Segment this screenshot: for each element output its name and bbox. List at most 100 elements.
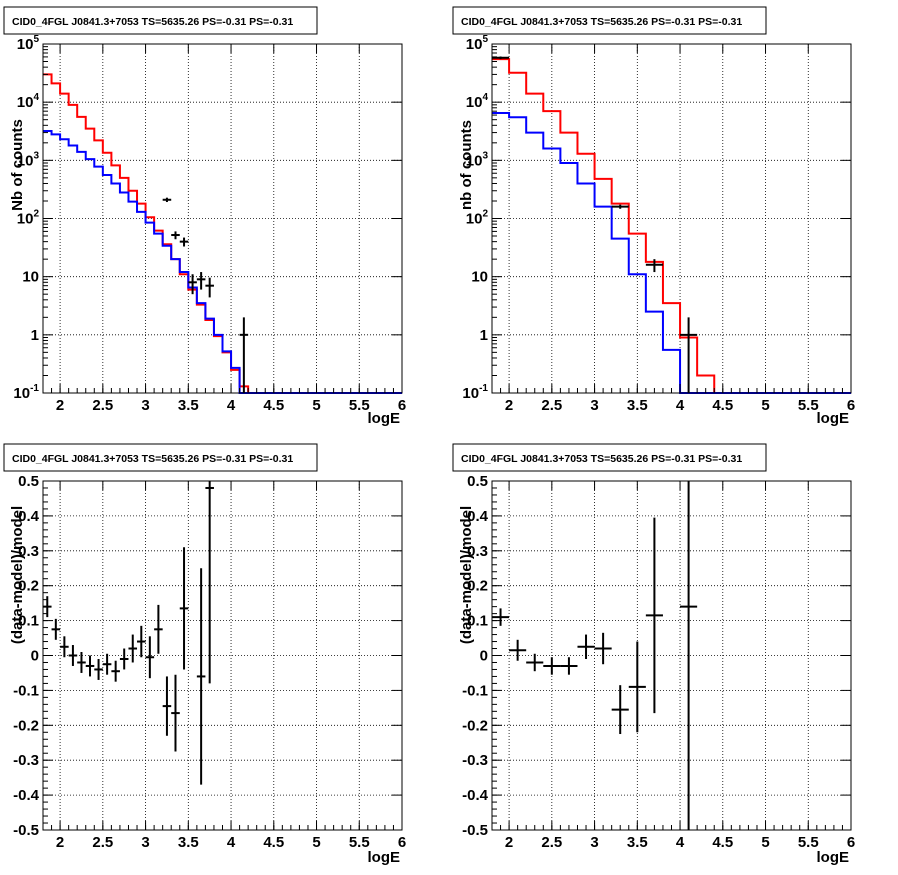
data-point bbox=[196, 568, 206, 785]
data-point bbox=[119, 648, 129, 670]
panel-title: CID0_4FGL J0841.3+7053 TS=5635.26 PS=-0.… bbox=[12, 16, 293, 28]
x-tick-label: 4 bbox=[227, 834, 236, 851]
x-tick-label: 2 bbox=[56, 834, 64, 851]
grid bbox=[492, 44, 851, 393]
data-point bbox=[196, 272, 206, 290]
data-point bbox=[85, 655, 95, 677]
data-points bbox=[162, 197, 249, 393]
data-point bbox=[577, 634, 595, 659]
y-tick-label: 0 bbox=[31, 648, 39, 665]
x-tick-label: 3 bbox=[590, 397, 598, 414]
y-tick-label: 0.5 bbox=[18, 473, 39, 490]
x-tick-label: 4.5 bbox=[712, 397, 733, 414]
y-tick-label: 0.4 bbox=[18, 508, 40, 525]
grid bbox=[43, 481, 402, 830]
plot-frame bbox=[42, 480, 403, 831]
y-axis-label: nb of counts bbox=[458, 120, 475, 210]
data-point bbox=[594, 632, 612, 665]
y-tick-exponent: 2 bbox=[482, 209, 488, 220]
y-tick-exponent: -1 bbox=[30, 383, 39, 394]
panel-title: CID0_4FGL J0841.3+7053 TS=5635.26 PS=-0.… bbox=[12, 453, 293, 465]
data-point bbox=[102, 653, 112, 675]
x-tick-label: 4.5 bbox=[263, 397, 284, 414]
y-tick-label: 0 bbox=[480, 648, 488, 665]
data-point bbox=[611, 204, 629, 209]
data-point bbox=[645, 259, 663, 273]
data-point bbox=[171, 674, 180, 752]
panel-top-left: CID0_4FGL J0841.3+7053 TS=5635.26 PS=-0.… bbox=[3, 6, 406, 427]
series-blue-line bbox=[43, 129, 402, 394]
y-tick-label: -0.1 bbox=[13, 682, 39, 699]
title-box bbox=[3, 443, 318, 472]
data-point bbox=[188, 274, 197, 295]
title-box bbox=[452, 443, 767, 472]
x-tick-label: 3 bbox=[141, 834, 149, 851]
y-tick-label: 0.1 bbox=[467, 613, 488, 630]
data-point bbox=[111, 660, 120, 682]
x-tick-label: 4 bbox=[676, 397, 685, 414]
x-axis-label: logE bbox=[368, 849, 401, 866]
y-tick-exponent: 3 bbox=[482, 150, 488, 161]
x-tick-label: 2.5 bbox=[92, 397, 113, 414]
y-tick-label: 10 bbox=[22, 269, 39, 286]
y-axis-label: (data-model)/model bbox=[458, 506, 475, 644]
series-blue-line bbox=[492, 112, 851, 394]
y-axis-label: Nb of counts bbox=[9, 119, 26, 211]
panel-bottom-right: CID0_4FGL J0841.3+7053 TS=5635.26 PS=-0.… bbox=[452, 443, 855, 866]
data-point bbox=[179, 237, 189, 247]
y-tick-label: -0.5 bbox=[462, 822, 488, 839]
y-tick-label: 1 bbox=[31, 327, 39, 344]
data-point bbox=[51, 618, 61, 640]
data-points bbox=[492, 481, 698, 830]
data-point bbox=[137, 625, 146, 658]
panel-title: CID0_4FGL J0841.3+7053 TS=5635.26 PS=-0.… bbox=[461, 16, 742, 28]
y-axis-label: (data-model)/model bbox=[9, 506, 26, 644]
data-point bbox=[145, 636, 155, 679]
x-tick-label: 6 bbox=[847, 834, 855, 851]
x-axis-label: logE bbox=[368, 410, 401, 427]
panel-top-right: CID0_4FGL J0841.3+7053 TS=5635.26 PS=-0.… bbox=[452, 6, 855, 427]
y-tick-label: -0.2 bbox=[462, 717, 488, 734]
data-point bbox=[60, 636, 69, 658]
y-tick-label: 0.4 bbox=[467, 508, 489, 525]
data-points bbox=[43, 481, 214, 785]
y-tick-label: 0.3 bbox=[467, 543, 488, 560]
x-tick-label: 3.5 bbox=[178, 834, 199, 851]
x-tick-label: 2 bbox=[505, 834, 513, 851]
data-point bbox=[492, 608, 510, 626]
data-point bbox=[526, 653, 544, 672]
title-box bbox=[452, 6, 767, 35]
plot-frame bbox=[491, 480, 852, 831]
x-tick-label: 4.5 bbox=[263, 834, 284, 851]
data-point bbox=[492, 56, 510, 60]
x-tick-label: 3 bbox=[141, 397, 149, 414]
y-tick-exponent: 3 bbox=[33, 150, 39, 161]
data-point bbox=[560, 657, 578, 675]
y-tick-exponent: 5 bbox=[33, 34, 39, 45]
y-tick-label: 104 bbox=[466, 92, 489, 111]
x-tick-label: 5.5 bbox=[349, 397, 370, 414]
panel-title: CID0_4FGL J0841.3+7053 TS=5635.26 PS=-0.… bbox=[461, 453, 742, 465]
x-tick-label: 5.5 bbox=[798, 834, 819, 851]
y-tick-label: -0.4 bbox=[462, 787, 489, 804]
data-point bbox=[205, 481, 214, 684]
data-point bbox=[179, 547, 189, 670]
x-axis-label: logE bbox=[817, 849, 850, 866]
series-red-line bbox=[492, 58, 851, 394]
x-tick-label: 5 bbox=[312, 834, 320, 851]
data-point bbox=[128, 634, 138, 663]
data-point bbox=[68, 645, 78, 666]
x-tick-label: 3.5 bbox=[627, 397, 648, 414]
y-tick-exponent: -1 bbox=[479, 383, 488, 394]
data-point bbox=[509, 639, 527, 661]
x-tick-label: 2 bbox=[56, 397, 64, 414]
axis-ticks: 2 2.5 3 3.5 4 4.5 5 5.5 6 -0.5 -0.4 -0.3 -0.2 -0.1 0 0.… bbox=[13, 473, 406, 851]
x-tick-label: 4.5 bbox=[712, 834, 733, 851]
y-tick-label: 10-1 bbox=[13, 383, 39, 402]
data-point bbox=[680, 481, 698, 830]
title-box bbox=[3, 6, 318, 35]
grid bbox=[492, 481, 851, 830]
